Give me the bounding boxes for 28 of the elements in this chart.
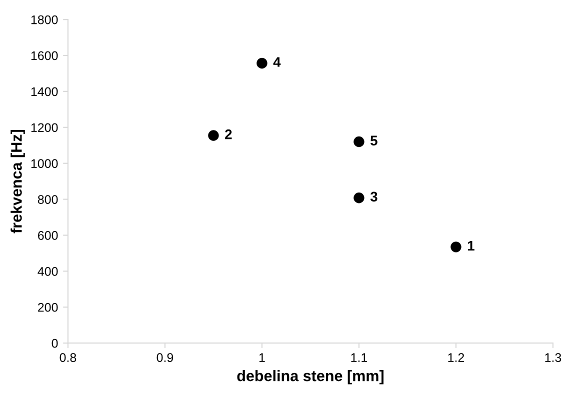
annotation: 2 xyxy=(225,129,232,140)
point xyxy=(354,136,364,148)
annotation: 3 xyxy=(370,192,378,202)
x-tick-label: 0.8 xyxy=(60,353,76,362)
x-tick-label: 0.9 xyxy=(156,353,174,362)
x-axis-title: debelina stene [mm] xyxy=(237,370,384,384)
y-tick-label: 1000 xyxy=(31,159,58,168)
y-tick-label: 600 xyxy=(38,231,58,240)
y-axis-title: frekvenca [Hz] xyxy=(10,130,25,234)
point xyxy=(208,130,219,141)
y-tick-label: 200 xyxy=(38,302,58,312)
annotation: 4 xyxy=(273,57,281,67)
point xyxy=(256,58,268,69)
y-tick-label: 800 xyxy=(38,195,58,204)
y-tick-label: 1800 xyxy=(31,15,58,24)
y-tick-label: 400 xyxy=(38,267,58,276)
y-tick-label: 0 xyxy=(52,338,58,348)
x-tick-label: 1.2 xyxy=(448,353,464,362)
annotation: 5 xyxy=(370,136,378,146)
y-tick-label: 1600 xyxy=(31,51,58,60)
x-tick-label: 1.3 xyxy=(545,353,562,362)
point xyxy=(354,192,364,204)
x-tick-label: 1 xyxy=(259,353,265,362)
point xyxy=(450,242,462,252)
annotation: 1 xyxy=(468,240,474,251)
y-tick-label: 1200 xyxy=(31,123,58,132)
x-tick-label: 1.1 xyxy=(351,353,368,362)
y-tick-label: 1400 xyxy=(31,87,58,96)
